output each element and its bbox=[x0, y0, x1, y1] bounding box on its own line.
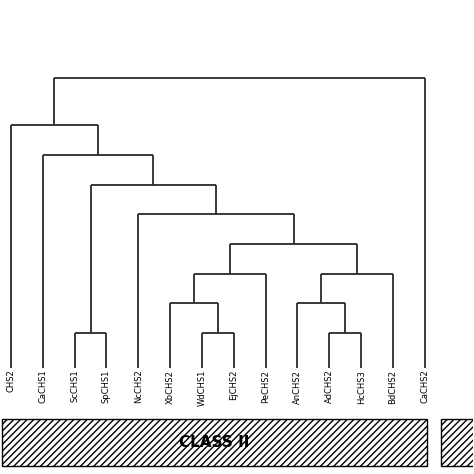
Text: AnCHS2: AnCHS2 bbox=[293, 370, 302, 403]
Text: XbCHS2: XbCHS2 bbox=[165, 370, 174, 403]
Text: CHS2: CHS2 bbox=[7, 370, 16, 392]
Bar bbox=[2, 419, 427, 465]
Text: CLASS II: CLASS II bbox=[179, 435, 250, 449]
Text: PeCHS2: PeCHS2 bbox=[261, 370, 270, 402]
Text: CaCHS1: CaCHS1 bbox=[38, 370, 47, 403]
Text: BdCHS2: BdCHS2 bbox=[389, 370, 398, 404]
Text: AdCHS2: AdCHS2 bbox=[325, 370, 334, 403]
Text: SpCHS1: SpCHS1 bbox=[102, 370, 111, 403]
Text: ScCHS1: ScCHS1 bbox=[70, 370, 79, 402]
Text: CaCHS2: CaCHS2 bbox=[420, 370, 429, 403]
Text: HcCHS3: HcCHS3 bbox=[356, 370, 365, 403]
Text: WdCHS1: WdCHS1 bbox=[198, 370, 207, 406]
Bar bbox=[441, 419, 474, 465]
Text: NcCHS2: NcCHS2 bbox=[134, 370, 143, 403]
Text: EjCHS2: EjCHS2 bbox=[229, 370, 238, 400]
